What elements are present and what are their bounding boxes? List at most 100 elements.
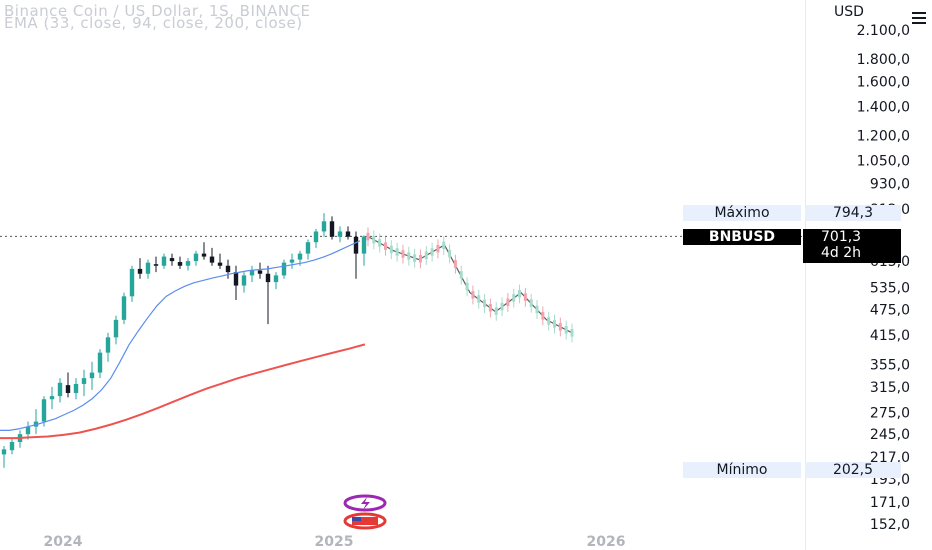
candle-body	[129, 268, 135, 297]
candle-body	[113, 319, 119, 338]
price-tick-label: 245,0	[870, 427, 910, 443]
price-tick-label: 930,0	[870, 176, 910, 192]
price-tick-label: 171,0	[870, 495, 910, 511]
price-tick-label: 535,0	[870, 280, 910, 296]
candle-body	[337, 231, 343, 237]
projected-candle-body	[471, 291, 475, 299]
price-tick-label: 1.400,0	[857, 99, 910, 115]
price-tick-label: 355,0	[870, 357, 910, 373]
projected-candle-body	[477, 295, 481, 303]
candle-body	[9, 442, 15, 451]
price-tick-label: 1.050,0	[857, 154, 910, 170]
candle-body	[233, 272, 239, 286]
price-tick-label: 475,0	[870, 303, 910, 319]
ema-33-line	[0, 240, 361, 431]
price-tick-label: 1.200,0	[857, 128, 910, 144]
candle-body	[81, 378, 87, 384]
ema-200-line	[0, 343, 366, 440]
candle-body	[353, 236, 359, 254]
candle-body	[145, 262, 151, 274]
projected-candle-body	[535, 305, 539, 314]
price-tick-label: 217,0	[870, 450, 910, 466]
projected-candle-body	[366, 232, 370, 241]
projected-candle-body	[506, 298, 510, 306]
price-axis-divider	[805, 0, 806, 550]
projected-candle-body	[442, 241, 446, 250]
candle-body	[177, 262, 183, 266]
candle-body	[281, 262, 287, 276]
candle-body	[209, 256, 215, 263]
price-tick-label: 2.100,0	[857, 23, 910, 39]
projected-candle-body	[372, 235, 376, 244]
projected-candle-body	[541, 311, 545, 320]
projected-candle-body	[529, 299, 533, 307]
price-tick-label: 1.600,0	[857, 74, 910, 90]
candle-body	[361, 236, 367, 254]
projected-candle-body	[436, 244, 440, 253]
candle-body	[41, 399, 47, 422]
currency-label[interactable]: USD	[834, 4, 864, 20]
projected-candle-body	[378, 239, 382, 247]
candle-body	[249, 270, 255, 276]
candle-body	[345, 231, 351, 237]
projected-candle-body	[413, 254, 417, 262]
candle-body	[297, 253, 303, 260]
candle-body	[225, 265, 231, 273]
candle-body	[321, 221, 327, 232]
candle-body	[73, 383, 79, 393]
projected-candle-body	[424, 251, 428, 260]
projected-candle-body	[553, 320, 557, 328]
bar-countdown: 4d 2h	[821, 245, 862, 261]
candle-body	[193, 253, 199, 262]
projected-candle-body	[570, 329, 574, 337]
projected-candle-body	[500, 302, 504, 311]
price-tick-label: 275,0	[870, 405, 910, 421]
projected-candle-body	[494, 307, 498, 315]
projected-candle-body	[459, 271, 463, 279]
last-price-box: 701,3 4d 2h	[803, 229, 901, 263]
price-tick-label: 315,0	[870, 380, 910, 396]
lightning-event-icon[interactable]	[343, 494, 387, 512]
menu-icon[interactable]	[912, 12, 926, 26]
symbol-label: BNBUSD	[683, 229, 801, 245]
candle-body	[137, 268, 143, 274]
candle-body	[305, 242, 311, 254]
projected-candle-body	[488, 303, 492, 312]
year-label: 2024	[44, 534, 83, 550]
year-label: 2026	[587, 534, 626, 550]
chart-title: Binance Coin / US Dollar, 1S, BINANCE	[4, 2, 311, 20]
indicator-legend[interactable]: EMA (33, close, 94, close, 200, close)	[4, 14, 303, 32]
candle-body	[313, 231, 319, 243]
min-value: 202,5	[805, 462, 901, 478]
projected-candle-body	[389, 245, 393, 254]
price-tick-label: 1.800,0	[857, 52, 910, 68]
projected-candle-body	[453, 260, 457, 268]
candle-body	[289, 259, 295, 263]
candle-body	[25, 426, 31, 435]
min-label: Mínimo	[683, 462, 801, 478]
us-flag-event-icon[interactable]	[343, 512, 387, 530]
price-tick-label: 415,0	[870, 328, 910, 344]
candle-body	[185, 261, 191, 266]
projected-candle-body	[518, 289, 522, 298]
candle-body	[105, 337, 111, 353]
projected-candle-body	[383, 242, 387, 250]
projected-candle-body	[430, 248, 434, 256]
projected-candle-body	[418, 254, 422, 263]
candle-body	[273, 275, 279, 283]
projected-candle-body	[512, 294, 516, 302]
candle-body	[201, 253, 207, 257]
projected-candle-body	[407, 252, 411, 260]
candle-body	[121, 296, 127, 320]
projected-candle-body	[523, 293, 527, 301]
candle-body	[329, 221, 335, 237]
candle-body	[57, 382, 63, 397]
candle-body	[1, 449, 7, 455]
projected-candle-body	[448, 249, 452, 258]
last-price-value: 701,3	[821, 229, 862, 245]
candle-body	[153, 264, 159, 266]
candle-body	[169, 258, 175, 262]
max-value: 794,3	[805, 205, 901, 221]
candle-body	[89, 372, 95, 379]
